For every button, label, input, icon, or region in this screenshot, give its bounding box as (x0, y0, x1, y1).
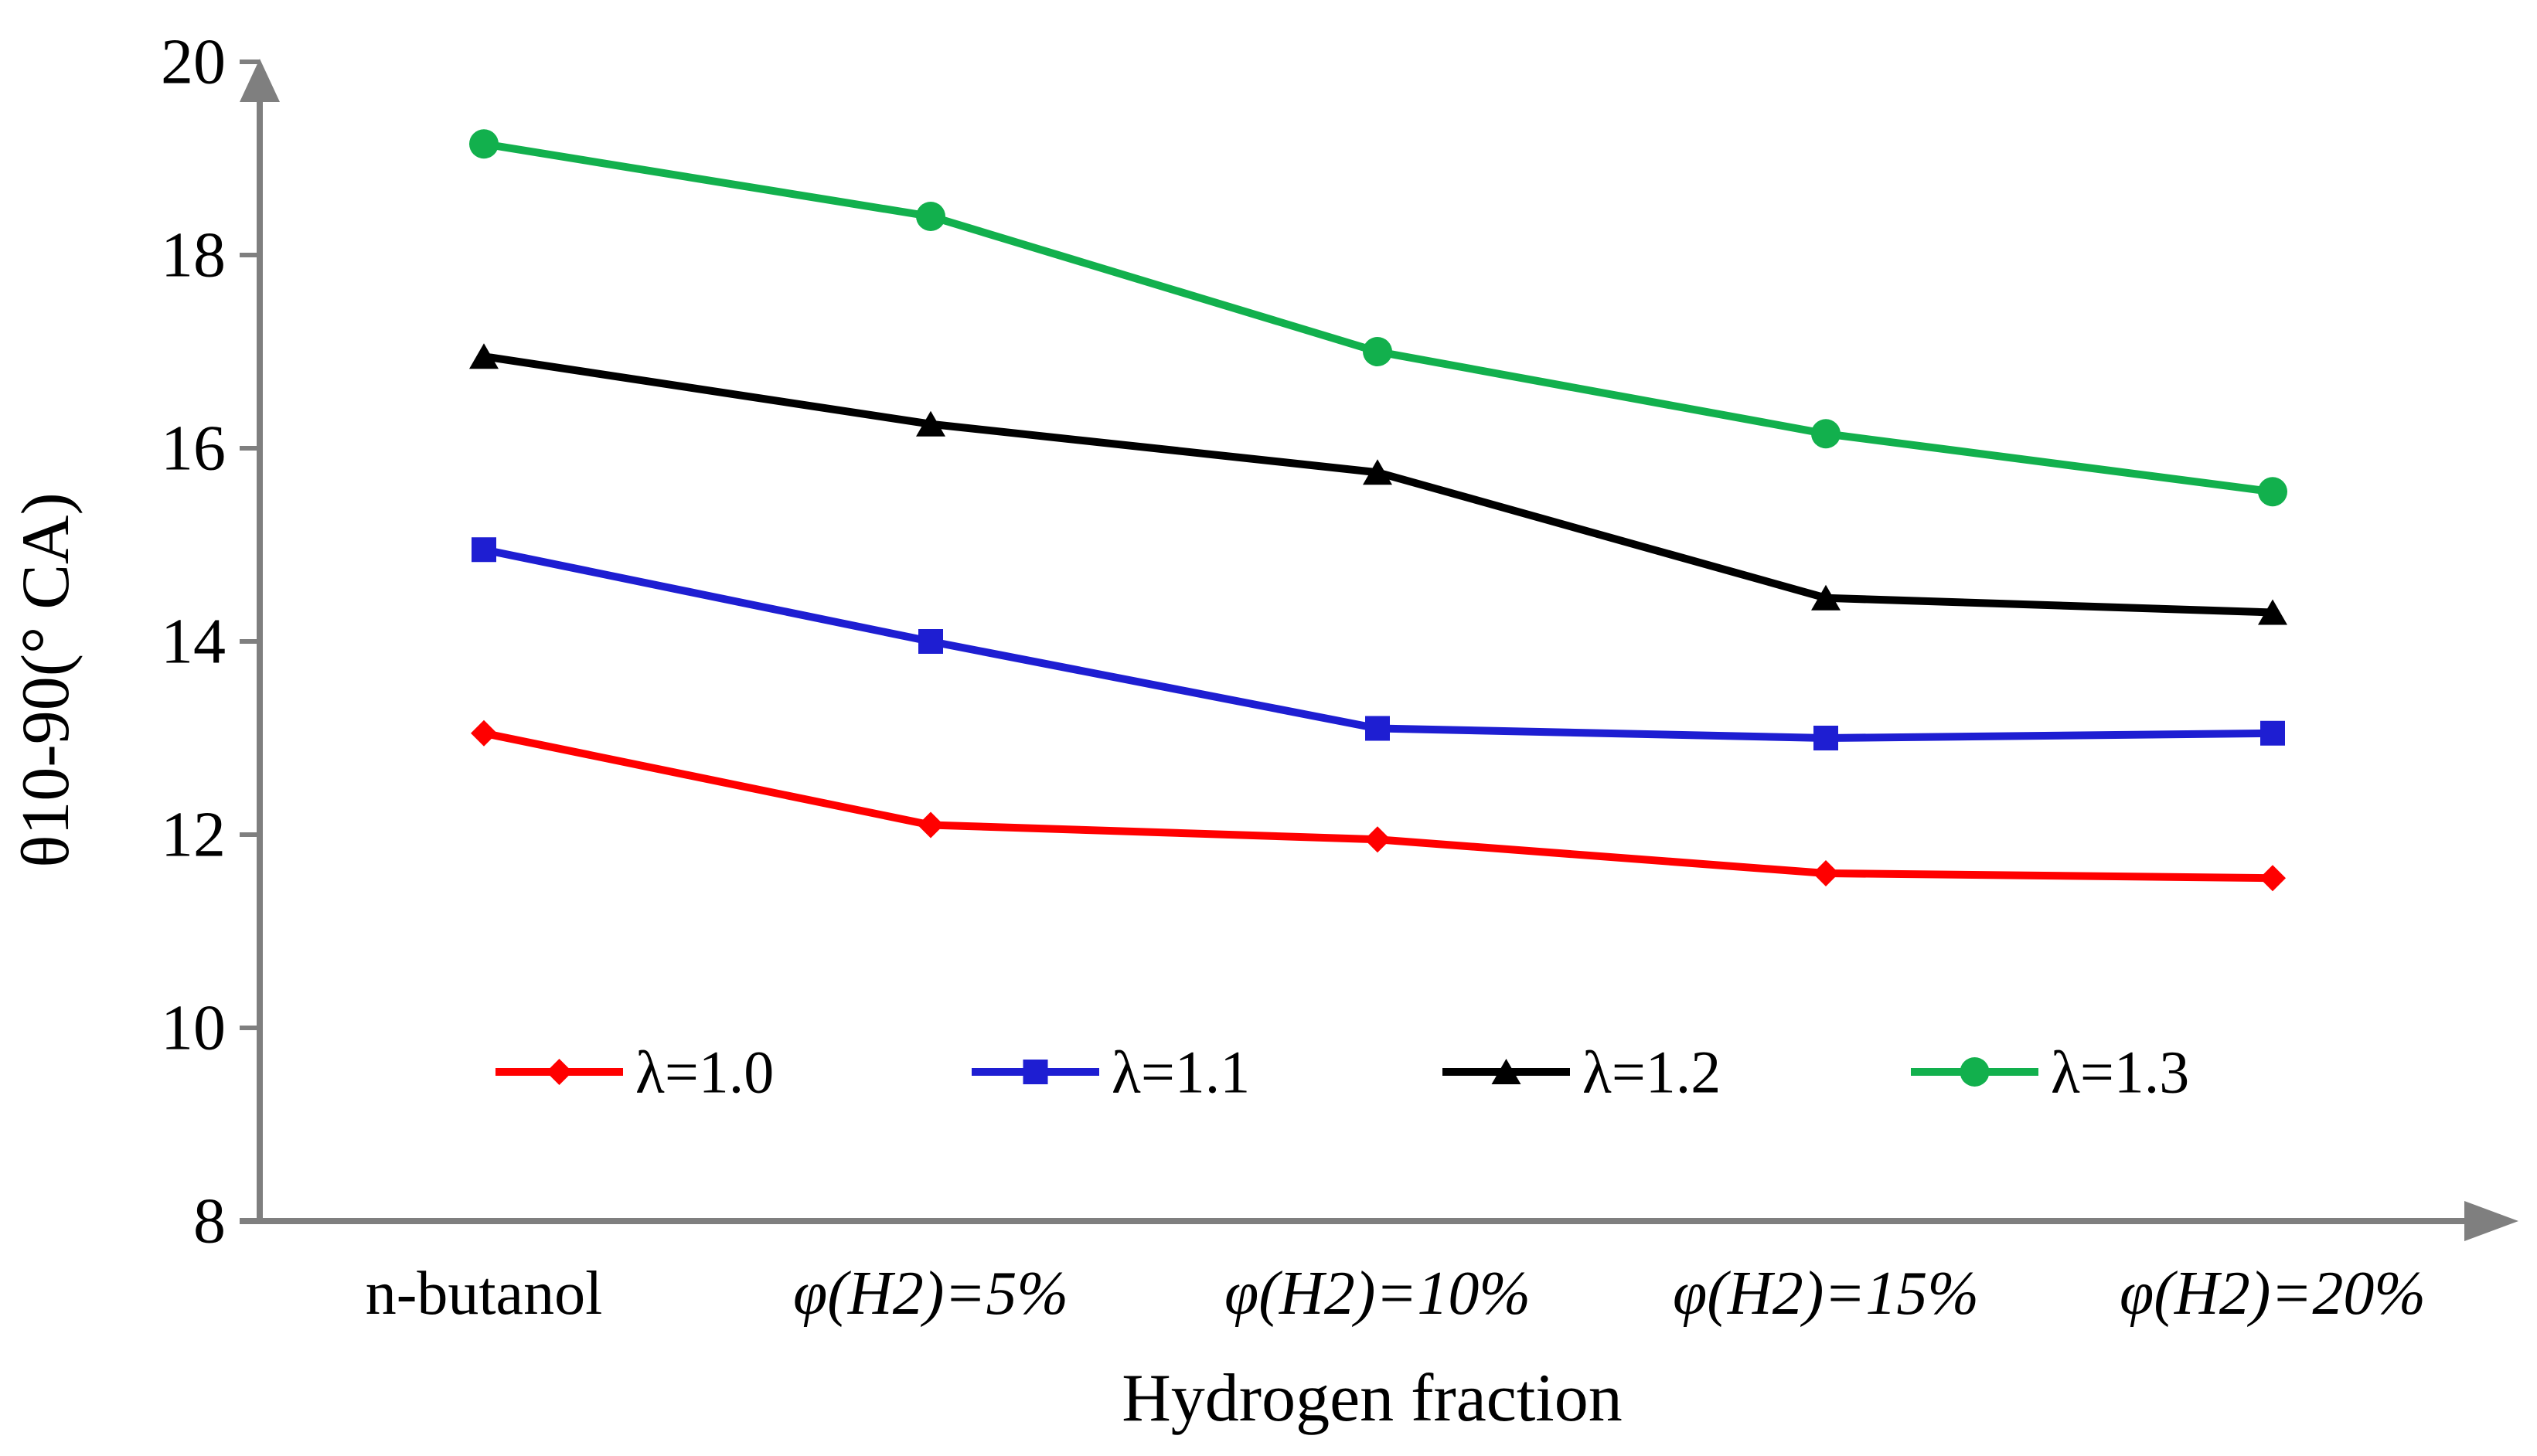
legend: λ=1.0 λ=1.1 λ=1.2 λ=1.3 (495, 1039, 2189, 1106)
series-4 (469, 129, 2287, 507)
legend-item: λ=1.1 (972, 1039, 1250, 1106)
legend-label: λ=1.0 (635, 1039, 774, 1106)
y-axis-arrow-icon (240, 59, 280, 102)
circle-marker (916, 202, 945, 231)
legend-item: λ=1.0 (495, 1039, 774, 1106)
y-ticks: 8 10 12 14 16 18 20 (161, 26, 260, 1257)
diamond-marker (918, 811, 944, 839)
triangle-marker (916, 410, 945, 437)
series-line (483, 140, 2273, 496)
x-category-label: φ(H2)=10% (1224, 1260, 1531, 1328)
series-line (482, 729, 2273, 883)
diamond-marker (471, 719, 497, 747)
square-marker (1365, 716, 1390, 741)
triangle-marker (2258, 599, 2287, 625)
legend-label: λ=1.2 (1582, 1039, 1721, 1106)
y-tick-label: 20 (161, 26, 226, 98)
diamond-marker (1364, 826, 1391, 853)
square-marker (472, 537, 496, 563)
series-3 (469, 343, 2287, 625)
diamond-marker-legend (546, 1059, 573, 1085)
x-axis-title: Hydrogen fraction (1122, 1361, 1623, 1436)
y-tick-label: 12 (161, 799, 226, 871)
x-category-labels: n-butanol φ(H2)=5% φ(H2)=10% φ(H2)=15% φ(H2)… (366, 1260, 2426, 1328)
circle-marker-legend (1960, 1057, 1990, 1087)
square-marker (1813, 726, 1838, 750)
legend-label: λ=1.3 (2051, 1039, 2189, 1106)
axes (240, 59, 2518, 1241)
square-marker (918, 629, 943, 654)
series-1 (471, 719, 2286, 892)
triangle-marker (1811, 584, 1841, 611)
x-category-label: φ(H2)=20% (2120, 1260, 2426, 1328)
y-tick-label: 14 (161, 606, 226, 678)
square-marker-legend (1023, 1060, 1048, 1084)
diamond-marker (2259, 865, 2286, 892)
x-category-label: φ(H2)=5% (793, 1260, 1068, 1328)
y-tick-label: 16 (161, 413, 226, 485)
y-tick-label: 8 (193, 1186, 226, 1257)
y-tick-label: 18 (161, 219, 226, 291)
legend-label: λ=1.1 (1112, 1039, 1250, 1106)
circle-marker (1363, 337, 1392, 366)
legend-item: λ=1.2 (1442, 1039, 1721, 1106)
x-axis-arrow-icon (2464, 1201, 2518, 1241)
triangle-marker (1363, 459, 1392, 485)
y-tick-label: 10 (161, 992, 226, 1064)
square-marker (2260, 720, 2285, 746)
diamond-marker (1813, 860, 1839, 886)
legend-item: λ=1.3 (1911, 1039, 2189, 1106)
circle-marker (2258, 477, 2287, 507)
x-category-label: φ(H2)=15% (1673, 1260, 1979, 1328)
circle-marker (469, 129, 499, 159)
series-2 (472, 537, 2285, 750)
y-axis-title: θ10-90(° CA) (9, 492, 83, 868)
triangle-marker (469, 343, 499, 369)
circle-marker (1811, 419, 1841, 449)
x-category-label: n-butanol (366, 1260, 603, 1328)
triangle-marker-legend (1491, 1059, 1521, 1084)
series-line (482, 546, 2273, 743)
